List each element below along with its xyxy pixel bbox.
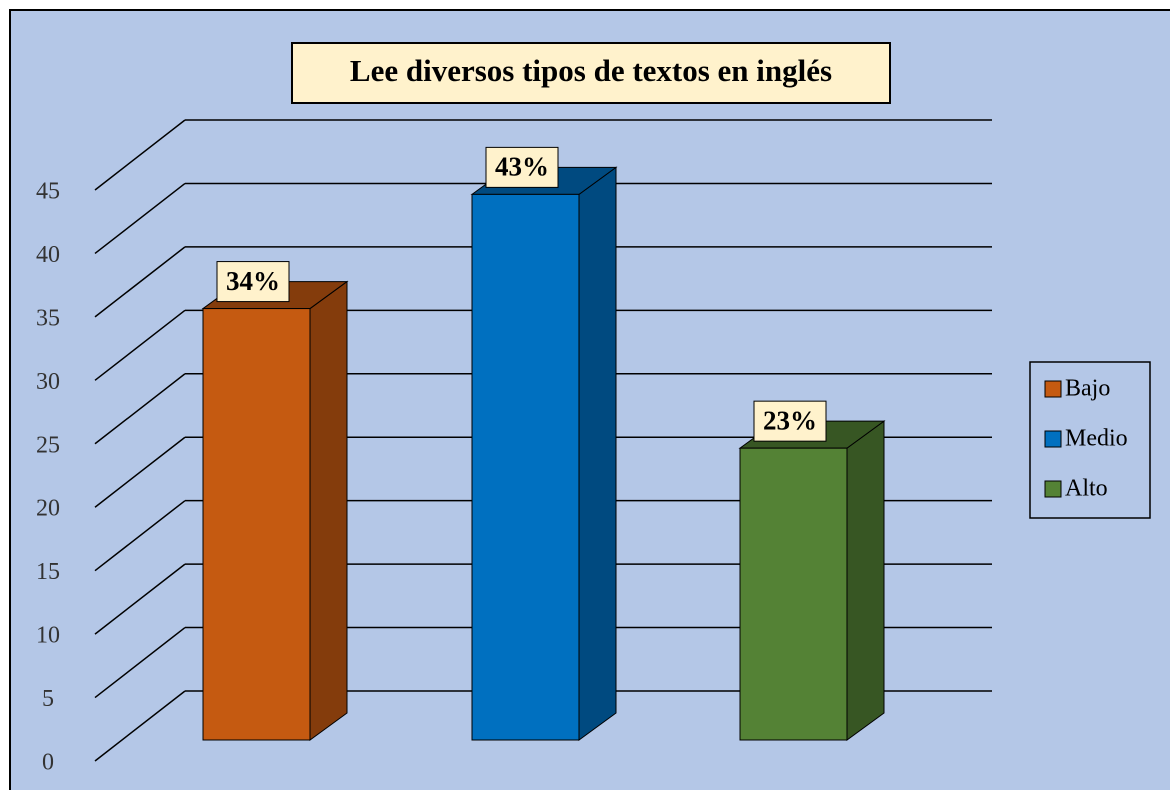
y-tick-label: 45 [36, 179, 60, 205]
grid-diagonal [94, 119, 186, 191]
legend-label: Alto [1065, 476, 1108, 502]
value-label: 23% [763, 405, 817, 435]
value-label-box [753, 400, 827, 442]
grid-diagonal [94, 626, 186, 699]
bar [471, 193, 580, 741]
y-tick-label: 0 [42, 750, 54, 776]
bar-side [578, 166, 617, 741]
value-label-box [216, 261, 290, 303]
legend-swatch [1044, 430, 1062, 448]
legend-swatch [1044, 380, 1062, 398]
title-box [291, 42, 891, 104]
bar [739, 447, 848, 741]
y-tick-label: 5 [42, 686, 54, 712]
y-tick-label: 15 [36, 559, 60, 585]
grid-diagonal [94, 500, 186, 572]
y-tick-label: 35 [36, 305, 60, 331]
y-tick-label: 20 [36, 496, 60, 522]
grid-diagonal [94, 309, 186, 381]
y-tick-label: 25 [36, 432, 60, 458]
value-label-box [485, 146, 559, 188]
grid-diagonal [94, 436, 186, 508]
grid-diagonal [94, 563, 186, 635]
legend-swatch [1044, 480, 1062, 498]
bar [202, 308, 311, 741]
bar-side [309, 280, 348, 741]
bar-side [846, 420, 885, 741]
grid-diagonal [94, 182, 186, 255]
value-label: 34% [226, 266, 280, 296]
legend-label: Bajo [1065, 376, 1110, 402]
grid-diagonal [94, 373, 186, 445]
y-tick-label: 10 [36, 623, 60, 649]
legend-label: Medio [1065, 426, 1128, 452]
y-tick-label: 40 [36, 242, 60, 268]
grid-diagonal [94, 690, 186, 762]
value-label: 43% [495, 152, 549, 182]
chart-title: Lee diversos tipos de textos en inglés [350, 53, 832, 88]
y-tick-label: 30 [36, 369, 60, 395]
grid-diagonal [94, 246, 186, 318]
